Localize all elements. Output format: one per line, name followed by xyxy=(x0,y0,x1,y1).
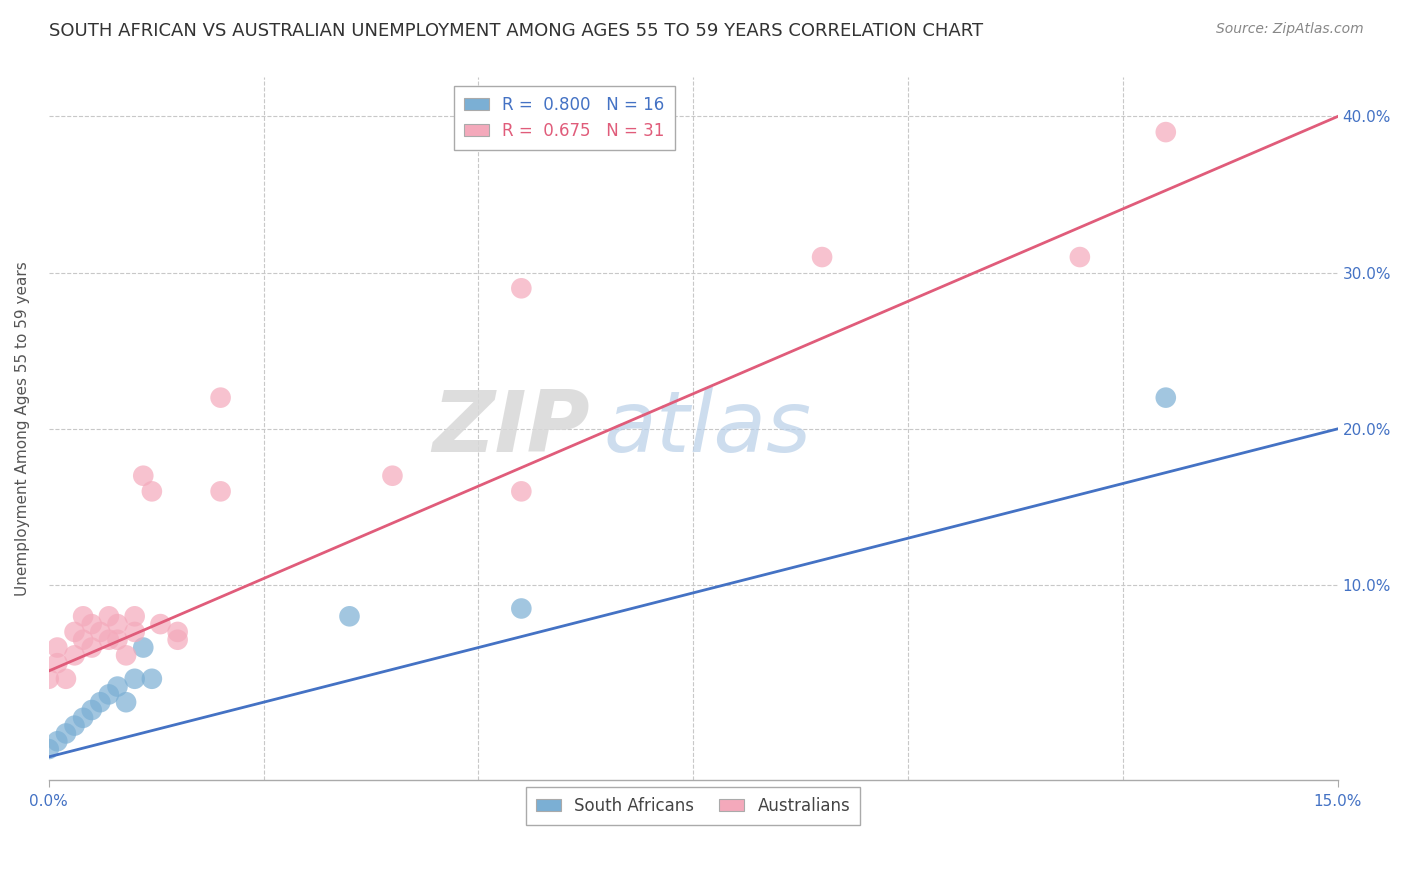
Point xyxy=(1154,391,1177,405)
Point xyxy=(38,742,60,756)
Text: Source: ZipAtlas.com: Source: ZipAtlas.com xyxy=(1216,22,1364,37)
Point xyxy=(1154,125,1177,139)
Point xyxy=(55,672,77,686)
Point xyxy=(339,609,361,624)
Point xyxy=(166,632,188,647)
Point xyxy=(72,711,94,725)
Point xyxy=(124,624,146,639)
Point xyxy=(510,601,533,615)
Point xyxy=(46,640,69,655)
Point xyxy=(72,609,94,624)
Point xyxy=(107,680,129,694)
Point xyxy=(381,468,404,483)
Point xyxy=(72,632,94,647)
Point xyxy=(115,695,138,709)
Point xyxy=(97,609,120,624)
Point xyxy=(115,648,138,663)
Point xyxy=(149,617,172,632)
Point xyxy=(141,672,163,686)
Point xyxy=(46,656,69,670)
Point xyxy=(89,695,111,709)
Point xyxy=(38,672,60,686)
Text: ZIP: ZIP xyxy=(433,387,591,470)
Point xyxy=(63,624,86,639)
Point xyxy=(80,617,103,632)
Point xyxy=(132,640,155,655)
Point xyxy=(209,391,232,405)
Point xyxy=(63,648,86,663)
Text: atlas: atlas xyxy=(603,387,811,470)
Point xyxy=(510,281,533,295)
Point xyxy=(510,484,533,499)
Point xyxy=(124,672,146,686)
Text: SOUTH AFRICAN VS AUSTRALIAN UNEMPLOYMENT AMONG AGES 55 TO 59 YEARS CORRELATION C: SOUTH AFRICAN VS AUSTRALIAN UNEMPLOYMENT… xyxy=(49,22,983,40)
Point xyxy=(209,484,232,499)
Point xyxy=(166,624,188,639)
Point xyxy=(55,726,77,740)
Point xyxy=(107,617,129,632)
Point xyxy=(97,687,120,701)
Point xyxy=(46,734,69,748)
Point xyxy=(811,250,834,264)
Point xyxy=(97,632,120,647)
Point xyxy=(107,632,129,647)
Point xyxy=(124,609,146,624)
Point xyxy=(80,640,103,655)
Point xyxy=(1069,250,1091,264)
Point xyxy=(89,624,111,639)
Point xyxy=(80,703,103,717)
Point xyxy=(63,718,86,732)
Legend: South Africans, Australians: South Africans, Australians xyxy=(526,787,860,825)
Y-axis label: Unemployment Among Ages 55 to 59 years: Unemployment Among Ages 55 to 59 years xyxy=(15,261,30,596)
Point xyxy=(141,484,163,499)
Point xyxy=(132,468,155,483)
